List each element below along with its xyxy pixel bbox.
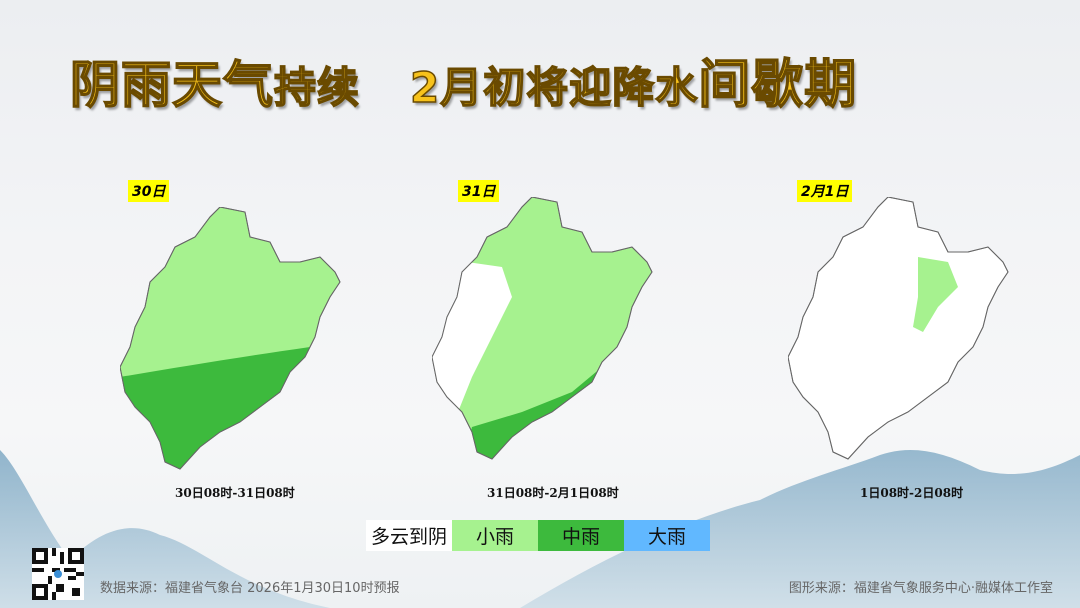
headline-part: 2月初将迎降水	[409, 62, 699, 113]
headline-part: 间歇期	[697, 54, 858, 116]
legend-cloudy: 多云到阴	[366, 520, 452, 551]
legend: 多云到阴 小雨 中雨 大雨	[366, 520, 710, 551]
legend-heavy-rain: 大雨	[624, 520, 710, 551]
light-rain-area	[913, 257, 958, 332]
headline: 阴雨天气持续 2月初将迎降水间歇期	[69, 42, 858, 117]
time-range: 30日08时-31日08时	[175, 486, 295, 500]
time-range: 31日08时-2月1日08时	[487, 486, 619, 500]
legend-light-rain: 小雨	[452, 520, 538, 551]
forecast-map-31	[432, 197, 653, 460]
day-label: 30日	[128, 180, 170, 202]
day-label: 2月1日	[797, 180, 853, 202]
graphic-source: 图形来源：福建省气象服务中心·融媒体工作室	[788, 581, 1053, 596]
day-label: 31日	[458, 180, 500, 202]
time-range: 1日08时-2日08时	[860, 486, 964, 500]
headline-part: 持续	[273, 62, 361, 113]
data-source: 数据来源：福建省气象台 2026年1月30日10时预报	[100, 581, 400, 596]
qr-code[interactable]	[32, 548, 84, 600]
forecast-map-feb1	[788, 197, 1009, 460]
headline-part: 阴雨天气	[69, 55, 274, 115]
forecast-map-30	[120, 207, 341, 470]
legend-moderate-rain: 中雨	[538, 520, 624, 551]
